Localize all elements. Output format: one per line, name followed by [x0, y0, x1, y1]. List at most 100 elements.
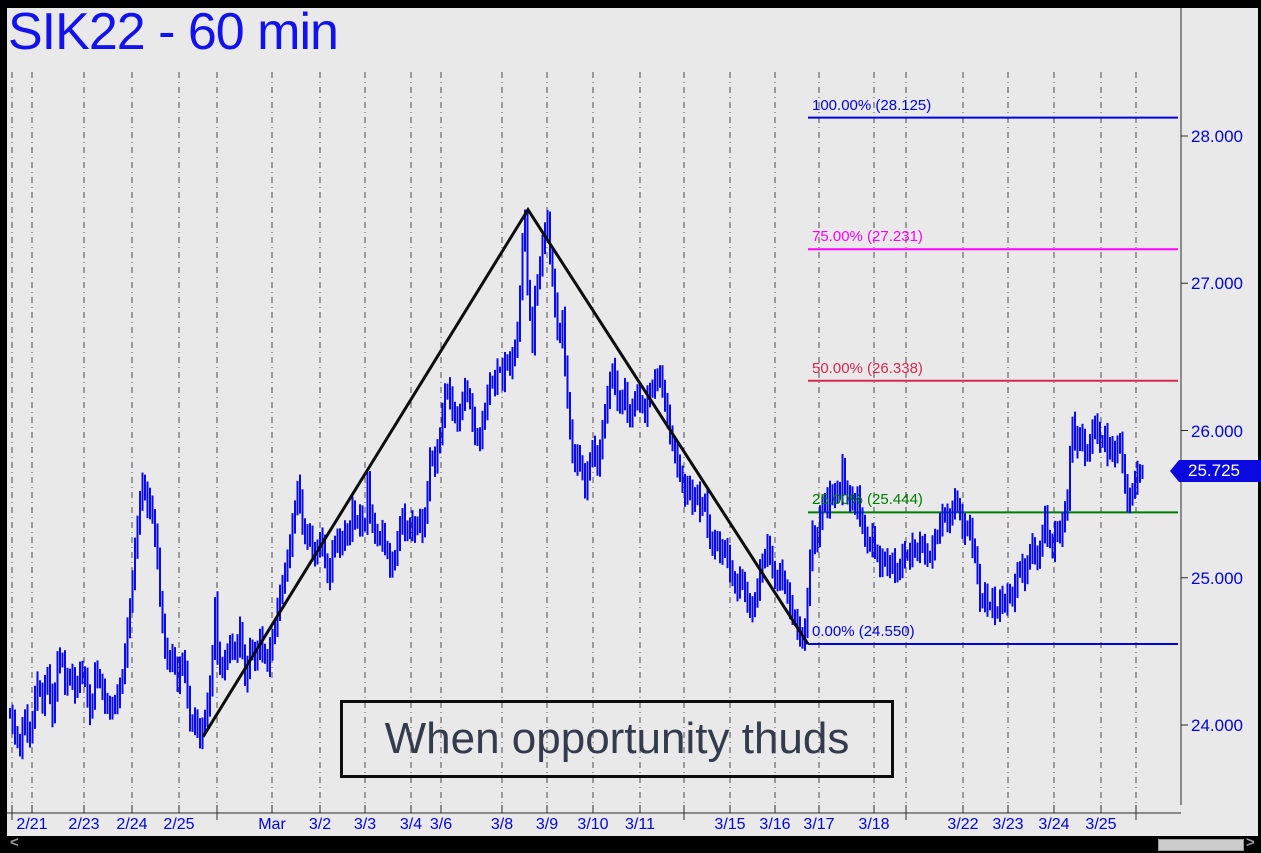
price-bar [19, 733, 21, 757]
price-bar [1096, 413, 1099, 445]
price-bar [151, 495, 154, 524]
price-bar [499, 366, 501, 373]
price-bar [664, 379, 666, 412]
scroll-right-icon[interactable]: > [1246, 834, 1255, 851]
price-bar [146, 481, 149, 519]
price-bar [931, 535, 934, 569]
price-bar [431, 450, 434, 467]
price-bar [296, 480, 299, 516]
price-bar [491, 375, 494, 389]
price-bar [976, 546, 979, 585]
price-bar [871, 523, 874, 558]
price-bar [644, 398, 646, 423]
price-bar [61, 652, 64, 668]
price-bar [834, 482, 836, 509]
price-bar [84, 666, 86, 688]
price-bar [1034, 537, 1036, 565]
price-bar [121, 669, 124, 694]
price-bar [396, 530, 399, 567]
price-bar [476, 427, 479, 446]
price-bar [254, 641, 256, 672]
price-bar [1066, 489, 1069, 521]
price-bar [929, 550, 931, 563]
price-bar [694, 487, 696, 512]
price-bar [726, 538, 729, 569]
price-bar [766, 534, 769, 567]
price-bar [176, 656, 179, 692]
price-bar [209, 675, 211, 717]
price-bar [1141, 464, 1144, 480]
price-bar [299, 474, 301, 514]
price-bar [1069, 445, 1071, 511]
price-bar [494, 369, 496, 397]
price-bar [826, 487, 829, 519]
price-bar [1051, 533, 1054, 559]
price-bar [774, 560, 776, 590]
price-bar [484, 402, 486, 430]
price-bar [51, 683, 54, 728]
price-bar [974, 538, 976, 564]
last-price-value: 25.725 [1188, 461, 1240, 480]
price-bar [161, 590, 164, 634]
price-bar [41, 682, 44, 714]
price-bar [821, 495, 824, 531]
price-bar [109, 695, 111, 720]
x-axis-label: 3/6 [429, 816, 453, 833]
price-bar [421, 508, 424, 544]
price-bar [231, 633, 234, 661]
price-bar [444, 383, 446, 429]
price-bar [619, 390, 621, 414]
price-bar [789, 582, 791, 620]
price-bar [416, 516, 419, 536]
fib-label-75: 75.00% (27.231) [812, 228, 923, 246]
price-bar [794, 609, 796, 627]
price-bar [389, 542, 391, 578]
x-axis-label: 3/4 [399, 816, 423, 833]
price-bar [66, 667, 69, 696]
price-bar [504, 351, 506, 393]
scroll-left-icon[interactable]: < [10, 834, 19, 851]
price-bar [609, 371, 611, 410]
price-bar [681, 465, 684, 493]
price-bar [1041, 524, 1044, 557]
price-bar [79, 661, 81, 693]
price-bar [939, 512, 941, 544]
price-bar [611, 363, 614, 389]
price-bar [1129, 487, 1131, 514]
fib-label-0: 0.00% (24.550) [812, 623, 915, 640]
price-bar [1044, 505, 1046, 544]
scrollbar-thumb[interactable] [1158, 839, 1244, 851]
fib-label-100: 100.00% (28.125) [812, 96, 932, 114]
price-bar [104, 678, 106, 714]
horizontal-scrollbar[interactable]: < > [0, 834, 1261, 851]
price-bar [706, 487, 709, 539]
price-bar [511, 346, 514, 380]
price-bar [529, 279, 531, 321]
price-bar [1076, 425, 1079, 459]
x-axis-label: 3/9 [535, 816, 559, 833]
price-bar [909, 542, 911, 570]
price-bar [289, 534, 291, 569]
price-bar [901, 543, 904, 579]
price-bar [946, 503, 949, 533]
price-bar [671, 425, 674, 452]
price-bar [1091, 419, 1094, 454]
price-bar [1106, 422, 1109, 467]
price-bar [1054, 520, 1056, 562]
price-bar [1001, 585, 1004, 614]
price-bar [911, 532, 914, 568]
price-bar [634, 391, 636, 417]
price-bar [16, 726, 19, 749]
x-axis-label: 3/24 [1038, 816, 1070, 833]
price-bar [864, 514, 866, 547]
x-axis-label: 2/23 [68, 816, 100, 833]
price-bar [379, 531, 381, 546]
price-bar [306, 524, 309, 550]
price-bar [521, 233, 524, 301]
price-bar [184, 649, 186, 684]
price-bar [1109, 437, 1111, 460]
price-bar [861, 507, 864, 535]
price-bar [194, 707, 196, 736]
price-bar [554, 268, 556, 318]
